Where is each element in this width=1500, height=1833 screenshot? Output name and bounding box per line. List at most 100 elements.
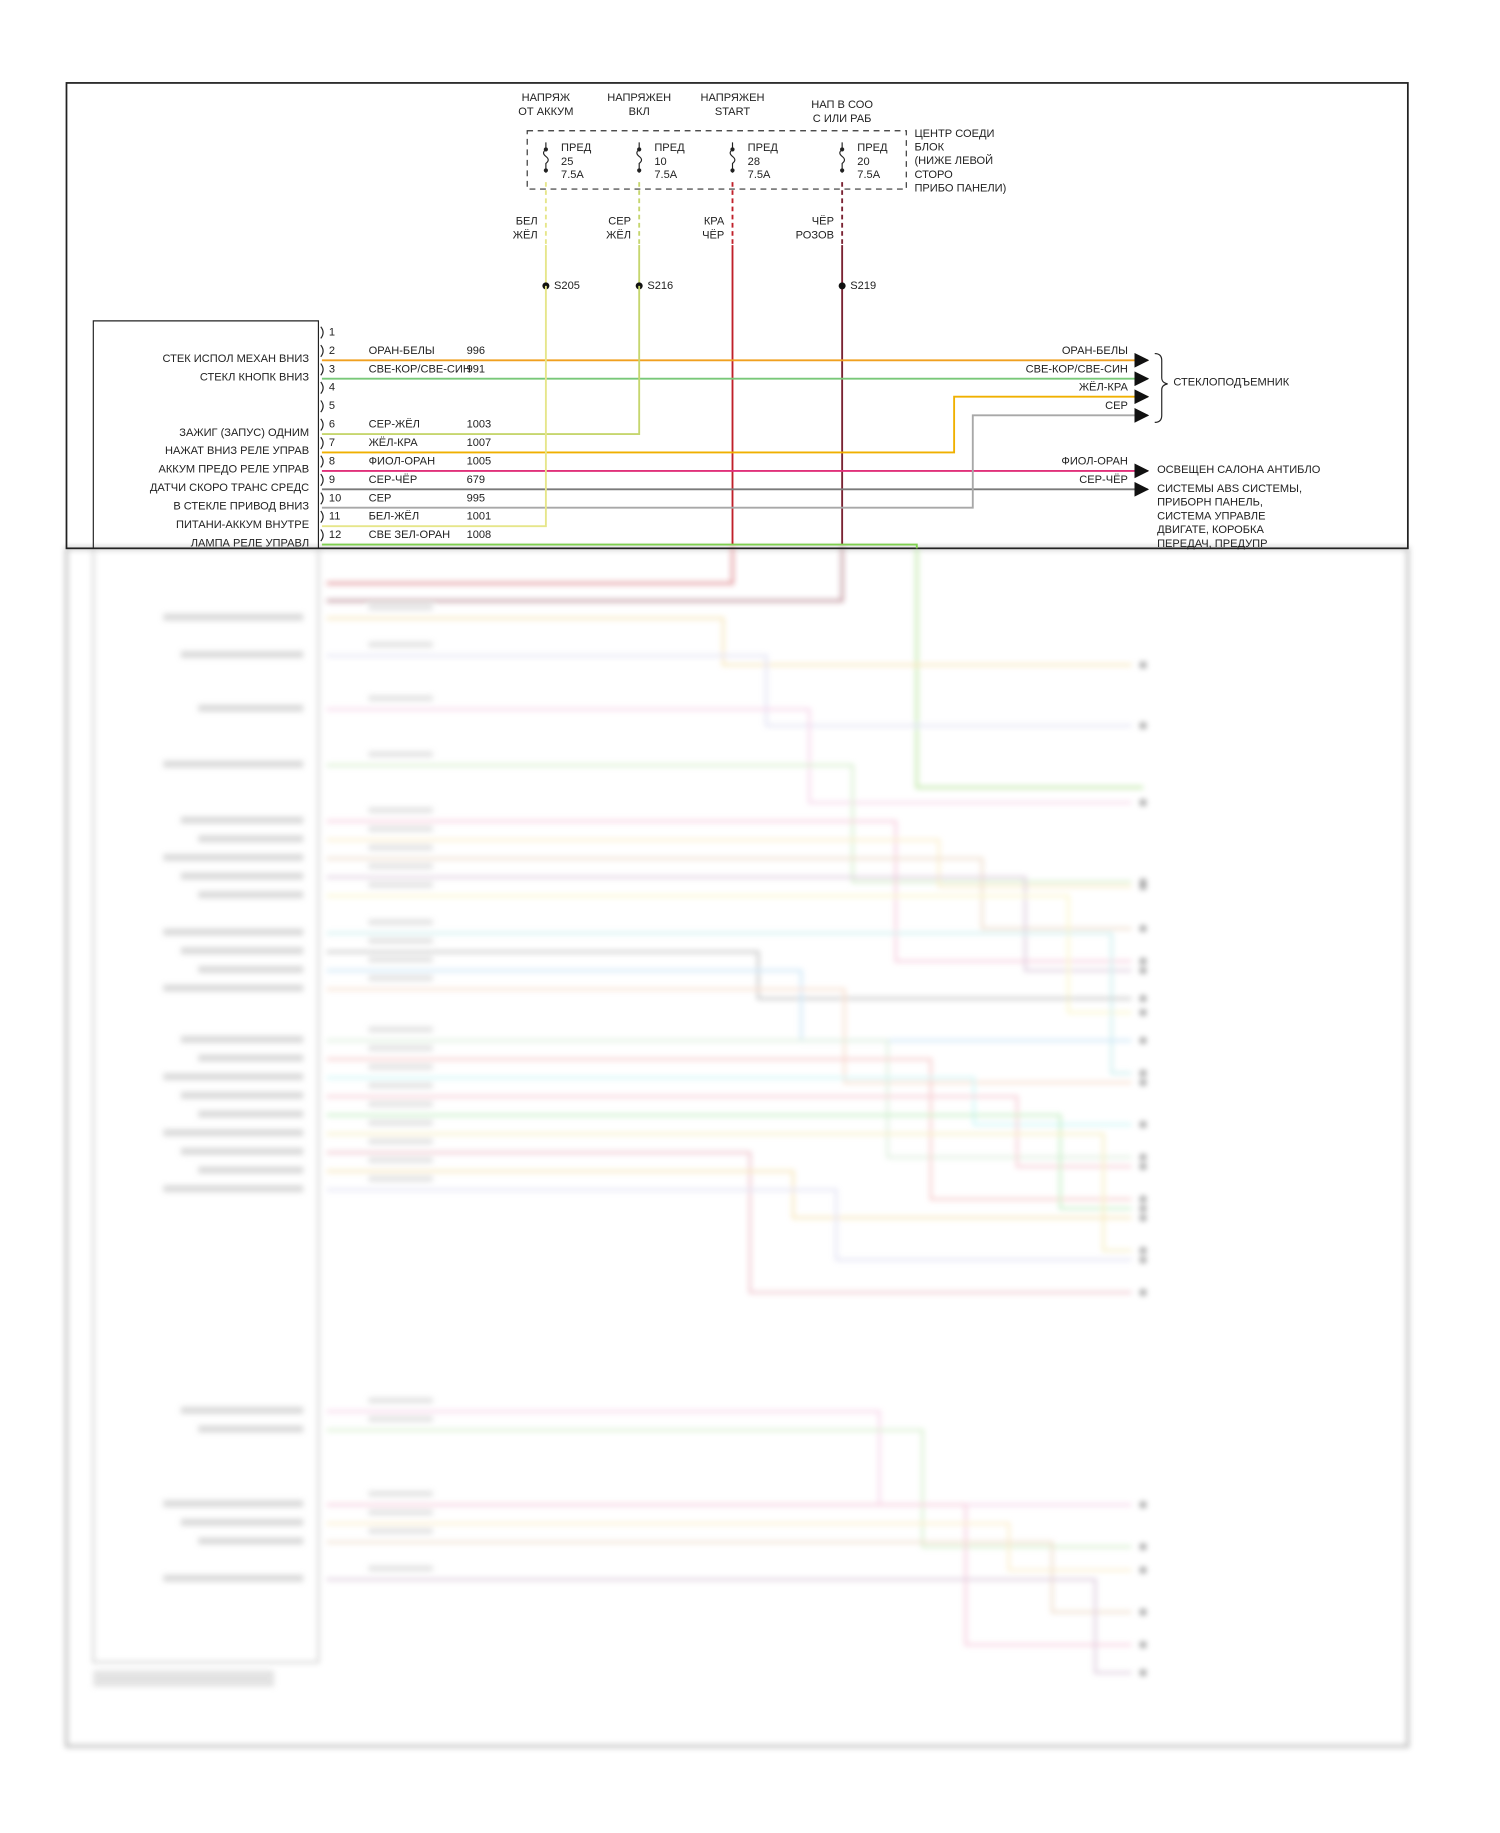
wire	[321, 285, 641, 435]
circuit-number: 679	[467, 474, 485, 486]
wire-label: ФИОЛ-ОРАН	[369, 455, 436, 467]
pin-number: 12	[329, 529, 341, 541]
blurred-wire	[326, 1114, 1132, 1210]
blurred-connector	[1139, 1121, 1147, 1129]
fuse-terminal	[730, 168, 735, 173]
wire-color: СЕР	[608, 216, 631, 228]
splice-label: S216	[647, 280, 673, 292]
destination: ДВИГАТЕ, КОРОБКА	[1157, 524, 1264, 536]
blurred-wire	[326, 1540, 1132, 1614]
wire-label: СЕР	[369, 492, 392, 504]
pin-bracket	[320, 492, 324, 505]
dest-wire-label: ОРАН-БЕЛЫ	[1062, 345, 1128, 357]
pin-bracket	[320, 363, 324, 376]
blurred-connector	[1139, 1069, 1147, 1077]
blurred-text	[163, 928, 304, 936]
outer-frame	[65, 82, 1409, 550]
blurred-wire	[326, 1522, 1132, 1572]
destination: СИСТЕМЫ ABS СИСТЕМЫ,	[1157, 483, 1302, 495]
blurred-wire	[326, 764, 1132, 884]
pin-number: 7	[329, 437, 335, 449]
fuse-terminal	[543, 147, 548, 152]
wire-label: БЕЛ-ЖЁЛ	[369, 511, 420, 523]
circuit-number: 995	[467, 492, 485, 504]
blurred-connector	[1139, 722, 1147, 730]
blurred-text	[368, 641, 433, 648]
blurred-text	[368, 1063, 433, 1070]
blurred-wire	[326, 950, 1132, 1000]
destination: ОСВЕЩЕН САЛОНА АНТИБЛО	[1157, 464, 1321, 476]
fuse-number: 10	[654, 156, 666, 168]
fuse-symbol	[542, 142, 549, 173]
blurred-connector	[1139, 1247, 1147, 1255]
pin-number: 9	[329, 474, 335, 486]
blurred-connector	[1139, 1543, 1147, 1551]
destination: СТЕКЛОПОДЪЕМНИК	[1173, 377, 1289, 389]
wire-label: СЕР-ЧЁР	[369, 474, 418, 486]
blurred-wire	[326, 544, 734, 585]
circuit-number: 1007	[467, 437, 492, 449]
blurred-connector	[1139, 1205, 1147, 1213]
destination: ПРИБОРН ПАНЕЛЬ,	[1157, 497, 1263, 509]
pin-function: ПИТАНИ-АККУМ ВНУТРЕ	[176, 519, 309, 531]
circuit-number: 1008	[467, 529, 492, 541]
blurred-connector	[1139, 1641, 1147, 1649]
pin-bracket	[320, 436, 324, 450]
blurred-text	[198, 835, 304, 843]
wire	[321, 389, 1150, 454]
pin-function: В СТЕКЛЕ ПРИВОД ВНИЗ	[173, 500, 309, 512]
blurred-connector	[1139, 925, 1147, 933]
fuse-source: НАПРЯЖ	[522, 92, 571, 104]
blurred-text	[198, 1166, 304, 1174]
blurred-wire	[326, 708, 1132, 804]
blurred-connector	[1139, 1214, 1147, 1222]
fuse-name: ПРЕД	[561, 142, 592, 154]
blurred-text	[368, 1175, 433, 1182]
blurred-connector	[1139, 1256, 1147, 1264]
block-label: ЦЕНТР СОЕДИ	[914, 128, 994, 140]
blurred-wire	[326, 1151, 1132, 1294]
fuse-terminal	[840, 168, 845, 173]
blurred-wire	[326, 932, 1132, 1075]
blurred-connector	[1139, 883, 1147, 891]
blurred-text	[180, 1406, 304, 1414]
blurred-wire	[326, 1188, 1132, 1262]
blurred-text	[198, 1054, 304, 1062]
connector-box	[92, 320, 320, 549]
blurred-text	[368, 1101, 433, 1108]
wire-label: СВЕ-КОР/СВЕ-СИН	[369, 363, 471, 375]
blurred-text	[368, 1490, 433, 1497]
blurred-text	[368, 919, 433, 926]
pin-number: 1	[329, 326, 335, 338]
blurred-connector	[1139, 661, 1147, 669]
pin-function: АККУМ ПРЕДО РЕЛЕ УПРАВ	[158, 464, 309, 476]
blurred-wire	[326, 1076, 1132, 1126]
pin-number: 2	[329, 345, 335, 357]
blurred-text	[198, 1110, 304, 1118]
blurred-text	[368, 807, 433, 814]
blurred-wire	[326, 894, 1132, 1014]
wire-color: ЖЁЛ	[606, 230, 631, 242]
block-label: (НИЖЕ ЛЕВОЙ	[914, 154, 993, 167]
block-label: ПРИБО ПАНЕЛИ)	[914, 182, 1006, 194]
circuit-number: 1005	[467, 455, 492, 467]
fuse-source: ОТ АККУМ	[518, 106, 573, 118]
destination: СИСТЕМА УПРАВЛЕ	[1157, 510, 1265, 522]
blurred-connector	[1139, 1669, 1147, 1677]
pin-function: ЗАЖИГ (ЗАПУС) ОДНИМ	[179, 427, 309, 439]
block-label: БЛОК	[914, 142, 944, 154]
blurred-wire	[326, 857, 1132, 930]
blurred-text	[180, 1035, 304, 1043]
blurred-wire	[326, 1578, 1132, 1674]
blurred-text	[368, 1082, 433, 1089]
blurred-wire	[326, 617, 1132, 667]
brace	[1154, 352, 1168, 423]
wire	[321, 285, 547, 528]
blurred-section	[65, 544, 1410, 1748]
blurred-text	[163, 1185, 304, 1193]
pin-function: СТЕК ИСПОЛ МЕХАН ВНИЗ	[162, 353, 309, 365]
circuit-number: 996	[467, 345, 485, 357]
blurred-connector	[1139, 1195, 1147, 1203]
pin-function: ЛАМПА РЕЛЕ УПРАВЛ	[191, 537, 309, 549]
